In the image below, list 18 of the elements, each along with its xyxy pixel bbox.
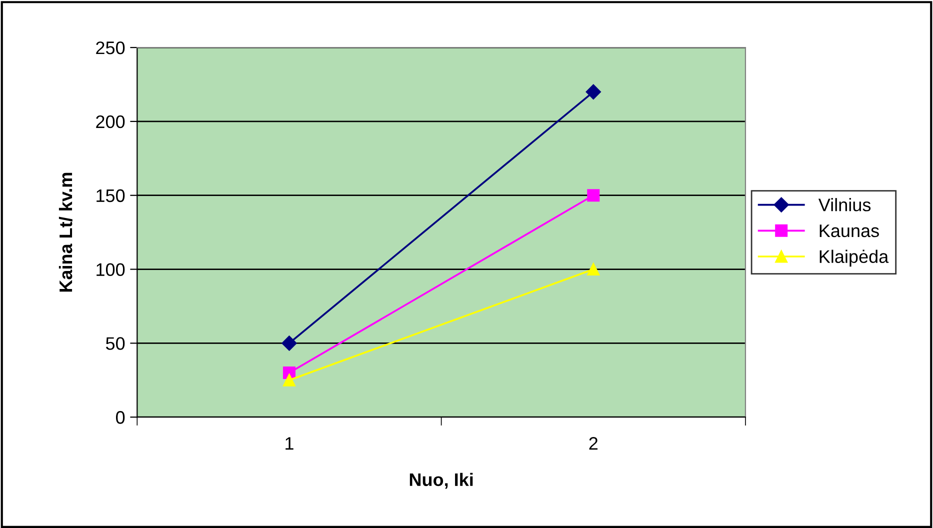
y-tick-label: 100 bbox=[96, 263, 125, 276]
legend-label: Vilnius bbox=[818, 198, 871, 212]
point bbox=[586, 84, 601, 100]
point bbox=[282, 374, 296, 386]
y-tick-label: 50 bbox=[106, 337, 125, 350]
legend-label: Klaipėda bbox=[820, 250, 889, 267]
y-tick-label: 200 bbox=[96, 115, 125, 128]
y-tick-label: 0 bbox=[116, 411, 125, 424]
x-tick-label: 1 bbox=[286, 437, 294, 450]
x-axis-title: Nuo, Iki bbox=[410, 472, 473, 489]
y-axis-title: Kaina Lt/ kv.m bbox=[58, 172, 72, 292]
y-tick-label: 150 bbox=[96, 189, 125, 202]
point bbox=[282, 336, 297, 351]
legend-label: Kaunas bbox=[820, 224, 879, 238]
point bbox=[587, 189, 600, 202]
y-tick-label: 250 bbox=[96, 41, 125, 54]
x-tick-label: 2 bbox=[589, 437, 598, 450]
point bbox=[587, 263, 600, 276]
